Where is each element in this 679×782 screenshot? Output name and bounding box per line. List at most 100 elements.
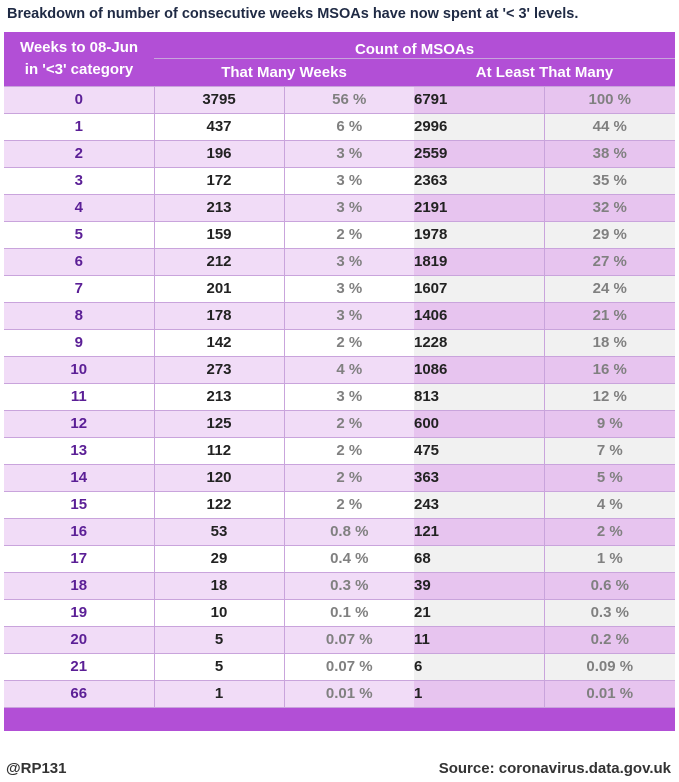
count-pct-cell: 0.07 % xyxy=(283,626,414,654)
count-pct-cell: 0.4 % xyxy=(283,545,414,573)
count-cell: 10 xyxy=(153,599,284,627)
weeks-cell: 17 xyxy=(4,545,154,573)
count-pct-cell: 2 % xyxy=(283,329,414,357)
count-pct-cell: 56 % xyxy=(283,86,414,114)
weeks-cell: 6 xyxy=(4,248,154,276)
table-row: 7 201 3 % 1607 24 % xyxy=(4,275,676,303)
count-pct-cell: 2 % xyxy=(283,410,414,438)
at-least-pct-cell: 18 % xyxy=(543,329,676,357)
count-pct-cell: 2 % xyxy=(283,221,414,249)
at-least-cell: 21 xyxy=(414,599,544,627)
at-least-cell: 1978 xyxy=(414,221,544,249)
at-least-pct-cell: 0.2 % xyxy=(543,626,676,654)
at-least-cell: 2191 xyxy=(414,194,544,222)
at-least-cell: 1086 xyxy=(414,356,544,384)
count-cell: 172 xyxy=(153,167,284,195)
table-row: 5 159 2 % 1978 29 % xyxy=(4,221,676,249)
count-cell: 159 xyxy=(153,221,284,249)
count-pct-cell: 0.07 % xyxy=(283,653,414,681)
table-row: 2 196 3 % 2559 38 % xyxy=(4,140,676,168)
at-least-pct-cell: 32 % xyxy=(543,194,676,222)
count-pct-cell: 0.3 % xyxy=(283,572,414,600)
table-row: 14 120 2 % 363 5 % xyxy=(4,464,676,492)
at-least-cell: 68 xyxy=(414,545,544,573)
author-handle: @RP131 xyxy=(6,760,67,777)
at-least-cell: 2559 xyxy=(414,140,544,168)
weeks-column-header: Weeks to 08-Jun in '<3' category xyxy=(4,32,154,87)
table-row: 16 53 0.8 % 121 2 % xyxy=(4,518,676,546)
count-cell: 5 xyxy=(153,626,284,654)
count-pct-cell: 2 % xyxy=(283,491,414,519)
at-least-cell: 1406 xyxy=(414,302,544,330)
count-cell: 201 xyxy=(153,275,284,303)
table-row: 9 142 2 % 1228 18 % xyxy=(4,329,676,357)
weeks-cell: 8 xyxy=(4,302,154,330)
weeks-cell: 9 xyxy=(4,329,154,357)
at-least-pct-cell: 35 % xyxy=(543,167,676,195)
at-least-pct-cell: 12 % xyxy=(543,383,676,411)
at-least-pct-cell: 100 % xyxy=(543,86,676,114)
table-row: 13 112 2 % 475 7 % xyxy=(4,437,676,465)
table-row: 66 1 0.01 % 1 0.01 % xyxy=(4,680,676,708)
at-least-cell: 813 xyxy=(414,383,544,411)
count-pct-cell: 3 % xyxy=(283,302,414,330)
source-credit: Source: coronavirus.data.gov.uk xyxy=(438,760,671,777)
count-cell: 142 xyxy=(153,329,284,357)
weeks-cell: 16 xyxy=(4,518,154,546)
count-cell: 213 xyxy=(153,194,284,222)
count-pct-cell: 3 % xyxy=(283,140,414,168)
at-least-pct-cell: 7 % xyxy=(543,437,676,465)
table-row: 15 122 2 % 243 4 % xyxy=(4,491,676,519)
table-row: 12 125 2 % 600 9 % xyxy=(4,410,676,438)
at-least-cell: 6791 xyxy=(414,86,544,114)
count-pct-cell: 3 % xyxy=(283,194,414,222)
at-least-cell: 475 xyxy=(414,437,544,465)
count-pct-cell: 3 % xyxy=(283,167,414,195)
count-cell: 1 xyxy=(153,680,284,708)
at-least-cell: 243 xyxy=(414,491,544,519)
at-least-cell: 363 xyxy=(414,464,544,492)
at-least-cell: 600 xyxy=(414,410,544,438)
weeks-cell: 18 xyxy=(4,572,154,600)
at-least-pct-cell: 29 % xyxy=(543,221,676,249)
table-body: 0 3795 56 % 6791 100 % 1 437 6 % 2996 44 % 2 196 3 %… xyxy=(4,86,676,708)
count-cell: 122 xyxy=(153,491,284,519)
table-row: 17 29 0.4 % 68 1 % xyxy=(4,545,676,573)
count-cell: 125 xyxy=(153,410,284,438)
count-cell: 213 xyxy=(153,383,284,411)
count-pct-cell: 3 % xyxy=(283,383,414,411)
at-least-pct-cell: 44 % xyxy=(543,113,676,141)
at-least-pct-cell: 27 % xyxy=(543,248,676,276)
at-least-cell: 121 xyxy=(414,518,544,546)
count-pct-cell: 2 % xyxy=(283,464,414,492)
weeks-cell: 14 xyxy=(4,464,154,492)
at-least-cell: 1228 xyxy=(414,329,544,357)
weeks-cell: 21 xyxy=(4,653,154,681)
table-row: 8 178 3 % 1406 21 % xyxy=(4,302,676,330)
at-least-cell: 6 xyxy=(414,653,544,681)
weeks-cell: 19 xyxy=(4,599,154,627)
count-cell: 3795 xyxy=(153,86,284,114)
at-least-pct-cell: 16 % xyxy=(543,356,676,384)
at-least-cell: 1607 xyxy=(414,275,544,303)
weeks-cell: 3 xyxy=(4,167,154,195)
at-least-cell: 2363 xyxy=(414,167,544,195)
weeks-cell: 10 xyxy=(4,356,154,384)
at-least-pct-cell: 0.01 % xyxy=(543,680,676,708)
weeks-cell: 66 xyxy=(4,680,154,708)
at-least-pct-cell: 0.3 % xyxy=(543,599,676,627)
table-row: 3 172 3 % 2363 35 % xyxy=(4,167,676,195)
at-least-pct-cell: 2 % xyxy=(543,518,676,546)
table-row: 10 273 4 % 1086 16 % xyxy=(4,356,676,384)
weeks-cell: 11 xyxy=(4,383,154,411)
count-cell: 437 xyxy=(153,113,284,141)
weeks-cell: 7 xyxy=(4,275,154,303)
footer-bar-cell xyxy=(4,707,676,731)
count-cell: 5 xyxy=(153,653,284,681)
weeks-cell: 1 xyxy=(4,113,154,141)
at-least-pct-cell: 4 % xyxy=(543,491,676,519)
count-pct-cell: 0.8 % xyxy=(283,518,414,546)
weeks-cell: 2 xyxy=(4,140,154,168)
at-least-cell: 11 xyxy=(414,626,544,654)
weeks-cell: 20 xyxy=(4,626,154,654)
